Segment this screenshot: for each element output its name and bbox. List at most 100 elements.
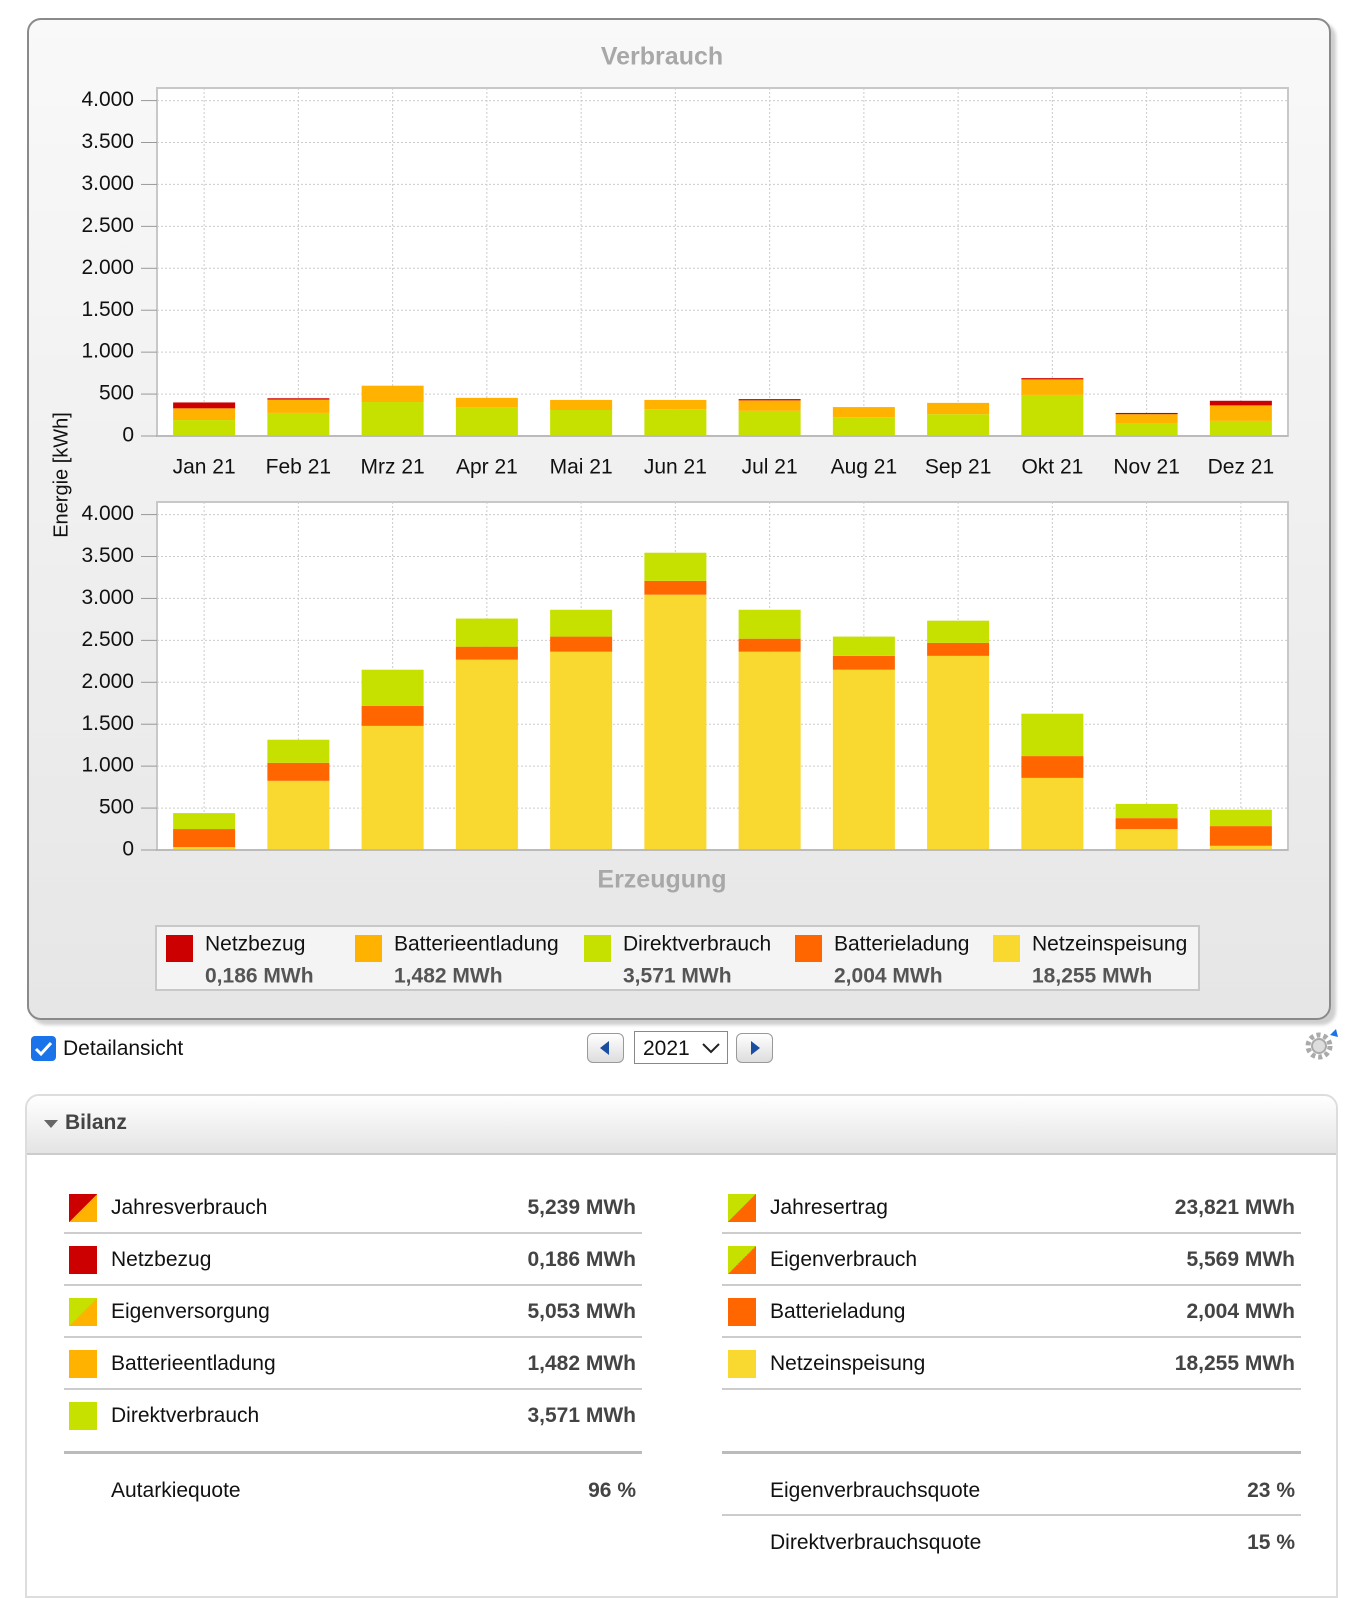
plot-area <box>156 87 1289 437</box>
bar-segment <box>173 829 236 848</box>
bilanz-title: Bilanz <box>65 1111 127 1134</box>
y-tick-label: 0 <box>122 424 134 447</box>
row-separator <box>64 1232 642 1234</box>
row-icon <box>728 1350 756 1378</box>
bar-segment <box>644 409 707 436</box>
bar-segment <box>832 655 895 670</box>
bar-segment <box>173 847 236 850</box>
bar-segment <box>361 402 424 436</box>
bar-segment <box>644 580 707 595</box>
prev-button[interactable] <box>587 1033 624 1063</box>
row-label: Jahresertrag <box>770 1196 888 1219</box>
legend-box <box>155 925 1200 991</box>
bar-segment <box>267 780 330 850</box>
legend-total: 1,482 MWh <box>394 965 503 988</box>
bar-segment <box>832 407 895 418</box>
bar-segment <box>1115 412 1178 415</box>
bar-segment <box>738 399 801 401</box>
bar-segment <box>173 408 236 421</box>
legend-label: Batterieentladung <box>394 933 559 956</box>
bar-segment <box>1209 809 1272 827</box>
row-label: Jahresverbrauch <box>111 1196 268 1219</box>
row-value: 2,004 MWh <box>1186 1300 1295 1323</box>
bar-segment <box>173 420 236 436</box>
section-separator <box>64 1451 642 1454</box>
detail-checkbox[interactable] <box>31 1036 56 1061</box>
y-tick-label: 3.000 <box>81 172 134 195</box>
year-select[interactable]: 2021 <box>634 1031 728 1064</box>
row-value: 0,186 MWh <box>527 1248 636 1271</box>
row-label: Batterieentladung <box>111 1352 276 1375</box>
x-tick-label: Sep 21 <box>925 456 992 479</box>
controls: Detailansicht 2021 <box>0 1025 1369 1075</box>
y-axis-label: Energie [kWh] <box>50 412 72 538</box>
legend-label: Netzeinspeisung <box>1032 933 1187 956</box>
section-separator <box>722 1451 1301 1454</box>
bar-segment <box>738 410 801 436</box>
row-separator <box>722 1232 1301 1234</box>
bar-segment <box>927 655 990 850</box>
row-separator <box>64 1284 642 1286</box>
bar-segment <box>1115 818 1178 830</box>
row-label: Netzeinspeisung <box>770 1352 926 1375</box>
y-tick-label: 2.000 <box>81 670 134 693</box>
bar-segment <box>927 642 990 656</box>
collapse-arrow <box>44 1120 58 1128</box>
row-label: Batterieladung <box>770 1300 906 1323</box>
bar-segment <box>644 594 707 850</box>
next-button[interactable] <box>736 1033 773 1063</box>
y-tick-label: 500 <box>99 796 134 819</box>
row-separator <box>64 1388 642 1390</box>
bar-segment <box>1209 420 1272 436</box>
bar-segment <box>738 400 801 411</box>
legend-total: 18,255 MWh <box>1032 965 1152 988</box>
row-label: Netzbezug <box>111 1248 212 1271</box>
bar-segment <box>455 407 518 436</box>
bar-segment <box>1021 379 1084 395</box>
bilanz-header[interactable]: Bilanz <box>27 1096 1336 1155</box>
bar-segment <box>1115 414 1178 424</box>
row-icon <box>728 1298 756 1326</box>
bar-segment <box>455 659 518 850</box>
dropdown-arrow <box>702 1043 720 1054</box>
quota-value: 15 % <box>1247 1531 1295 1554</box>
x-tick-label: Aug 21 <box>831 456 898 479</box>
quota-label: Direktverbrauchsquote <box>770 1531 982 1554</box>
legend-total: 0,186 MWh <box>205 965 314 988</box>
bar-segment <box>267 412 330 436</box>
x-tick-label: Jan 21 <box>173 456 236 479</box>
legend-label: Direktverbrauch <box>623 933 771 956</box>
row-icon <box>69 1350 97 1378</box>
y-tick-label: 2.500 <box>81 628 134 651</box>
y-tick-label: 3.500 <box>81 130 134 153</box>
row-value: 5,569 MWh <box>1186 1248 1295 1271</box>
settings-gear[interactable] <box>1304 1029 1340 1065</box>
y-tick-label: 3.000 <box>81 586 134 609</box>
y-tick-label: 500 <box>99 382 134 405</box>
row-icon <box>69 1402 97 1430</box>
y-tick-label: 4.000 <box>81 502 134 525</box>
bar-segment <box>550 410 613 436</box>
legend-swatch <box>993 935 1020 962</box>
x-tick-label: Mai 21 <box>550 456 613 479</box>
x-tick-label: Apr 21 <box>456 456 518 479</box>
bar-segment <box>1115 829 1178 850</box>
bar-segment <box>361 705 424 726</box>
row-label: Eigenverbrauch <box>770 1248 918 1271</box>
row-icon <box>69 1246 97 1274</box>
next-icon <box>751 1041 760 1055</box>
chart-title: Verbrauch <box>601 43 723 71</box>
row-icon <box>728 1194 756 1222</box>
row-value: 5,239 MWh <box>527 1196 636 1219</box>
bar-segment <box>267 398 330 400</box>
bar-segment <box>173 402 236 409</box>
bar-segment <box>1209 845 1272 850</box>
x-tick-label: Feb 21 <box>266 456 331 479</box>
y-tick-label: 3.500 <box>81 544 134 567</box>
y-tick-label: 1.500 <box>81 712 134 735</box>
bar-segment <box>738 609 801 639</box>
legend-total: 3,571 MWh <box>623 965 732 988</box>
bar-segment <box>927 414 990 436</box>
year-value: 2021 <box>643 1037 690 1060</box>
legend-label: Batterieladung <box>834 933 969 956</box>
